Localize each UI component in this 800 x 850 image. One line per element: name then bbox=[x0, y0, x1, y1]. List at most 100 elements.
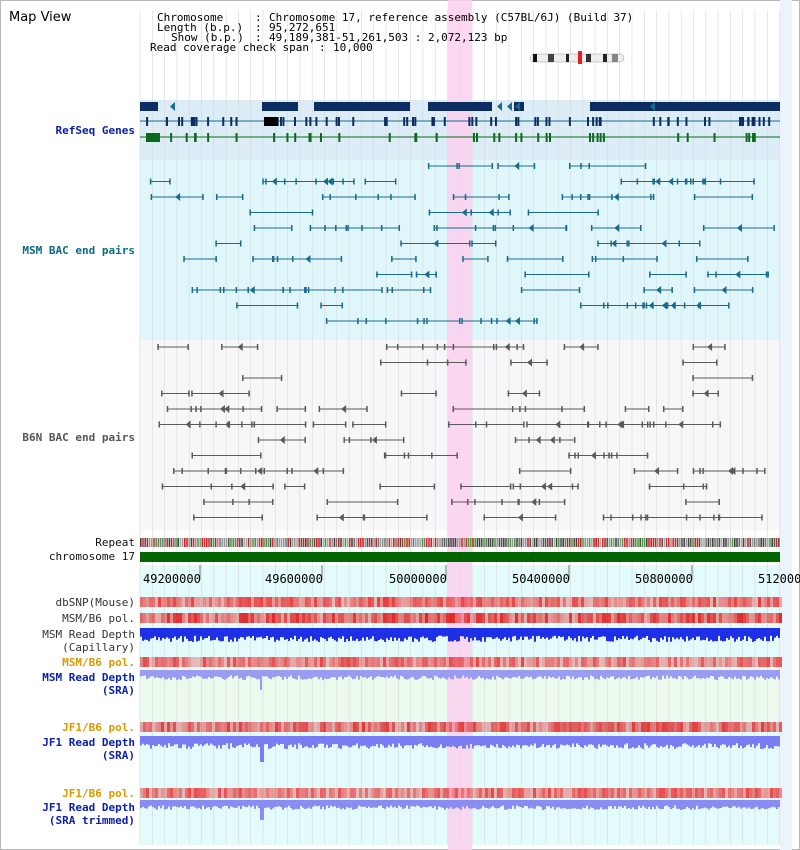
jf1-sra-depth-bar bbox=[354, 736, 356, 746]
msm-b6-pol-strip bbox=[533, 613, 536, 623]
jf1-b6-pol-strip bbox=[563, 788, 566, 798]
msm-sra-depth-bar bbox=[572, 670, 574, 677]
msm-capillary-depth-bar bbox=[378, 628, 380, 640]
msm-capillary-depth-bar bbox=[730, 628, 732, 637]
jf1-trimmed-depth-bar bbox=[446, 800, 448, 808]
jf1-trimmed-depth-bar bbox=[380, 800, 382, 806]
dbsnp-strip bbox=[752, 597, 755, 607]
jf1-trimmed-depth-bar bbox=[576, 800, 578, 810]
strand-arrow bbox=[170, 102, 175, 111]
msm-b6-pol-strip bbox=[341, 657, 344, 667]
repeat-element bbox=[714, 538, 716, 547]
msm-sra-depth-bar bbox=[650, 670, 652, 680]
jf1-trimmed-depth-bar bbox=[238, 800, 240, 806]
jf1-b6-pol-strip bbox=[263, 722, 266, 732]
msm-capillary-depth-bar bbox=[262, 628, 264, 639]
repeat-element bbox=[382, 538, 384, 547]
jf1-b6-pol-strip bbox=[296, 722, 299, 732]
msm-b6-pol-strip bbox=[665, 657, 668, 667]
jf1-trimmed-depth-bar bbox=[728, 800, 730, 808]
repeat-element bbox=[687, 538, 690, 547]
msm-sra-depth-bar bbox=[172, 670, 174, 678]
jf1-b6-pol-strip bbox=[383, 788, 386, 798]
msm-bac-arrow bbox=[175, 193, 181, 201]
msm-b6-pol-strip bbox=[743, 613, 746, 623]
jf1-trimmed-depth-bar bbox=[442, 800, 444, 808]
jf1-trimmed-depth-bar bbox=[748, 800, 750, 808]
jf1-b6-pol-strip bbox=[365, 722, 368, 732]
jf1-b6-pol-strip bbox=[608, 722, 611, 732]
jf1-sra-depth-bar bbox=[662, 736, 664, 748]
msm-capillary-depth-bar bbox=[742, 628, 744, 640]
msm-b6-pol-strip bbox=[278, 657, 281, 667]
msm-sra-depth-bar bbox=[630, 670, 632, 680]
b6n-bac-end bbox=[402, 437, 405, 443]
msm-bac-end bbox=[643, 287, 645, 293]
dbsnp-strip bbox=[728, 597, 731, 607]
msm-b6-pol-strip bbox=[287, 657, 290, 667]
jf1-trimmed-depth-bar bbox=[318, 800, 320, 806]
msm-capillary-depth-bar bbox=[642, 628, 644, 638]
b6n-bac-end bbox=[485, 421, 488, 428]
msm-bac-end bbox=[315, 178, 317, 185]
jf1-trimmed-depth-bar bbox=[426, 800, 428, 808]
jf1-b6-pol-strip bbox=[686, 722, 689, 732]
jf1-sra-depth-bar bbox=[454, 736, 456, 747]
repeat-element bbox=[393, 538, 395, 547]
jf1-sra-depth-bar bbox=[522, 736, 524, 746]
repeat-element bbox=[742, 538, 745, 547]
repeat-element bbox=[243, 538, 245, 547]
jf1-b6-pol-strip bbox=[473, 722, 476, 732]
jf1-b6-pol-strip bbox=[500, 788, 503, 798]
msm-capillary-depth-bar bbox=[538, 628, 540, 636]
dbsnp-strip bbox=[734, 597, 737, 607]
jf1-trimmed-depth-bar bbox=[208, 800, 210, 808]
msm-b6-pol-strip bbox=[422, 657, 425, 667]
msm-capillary-depth-bar bbox=[638, 628, 640, 641]
msm-sra-depth-bar bbox=[162, 670, 164, 678]
jf1-b6-pol-strip bbox=[527, 722, 530, 732]
jf1-b6-pol-strip bbox=[551, 788, 554, 798]
jf1-b6-pol-strip bbox=[476, 722, 479, 732]
msm-capillary-depth-bar bbox=[240, 628, 242, 638]
b6n-bac-end bbox=[199, 421, 201, 428]
msm-b6-pol-strip bbox=[770, 657, 773, 667]
msm-b6-pol-strip bbox=[641, 613, 644, 623]
jf1-trimmed-depth-bar bbox=[528, 800, 530, 809]
dbsnp-strip bbox=[143, 597, 146, 607]
jf1-b6-pol-strip bbox=[353, 722, 356, 732]
jf1-trimmed-depth-bar bbox=[566, 800, 568, 810]
msm-sra-depth-bar bbox=[670, 670, 672, 677]
msm-capillary-depth-bar bbox=[312, 628, 314, 641]
msm-sra-depth-bar bbox=[708, 670, 710, 679]
msm-bac-end bbox=[707, 271, 709, 278]
msm-capillary-depth-bar bbox=[624, 628, 626, 639]
jf1-sra-depth-bar bbox=[340, 736, 342, 749]
repeat-element bbox=[353, 538, 355, 547]
jf1-b6-pol-strip bbox=[275, 722, 278, 732]
jf1-trimmed-depth-bar bbox=[462, 800, 464, 807]
jf1-sra-depth-bar bbox=[642, 736, 644, 749]
jf1-b6-pol-strip bbox=[719, 722, 722, 732]
repeat-element bbox=[566, 538, 569, 547]
msm-bac-end bbox=[533, 163, 536, 169]
jf1-b6-pol-strip bbox=[668, 722, 671, 732]
jf1-sra-depth-bar bbox=[752, 736, 754, 745]
jf1-sra-depth-bar bbox=[166, 736, 168, 748]
repeat-element bbox=[300, 538, 303, 547]
msm-bac-end bbox=[610, 240, 612, 247]
msm-capillary-depth-bar bbox=[190, 628, 192, 641]
msm-capillary-depth-bar bbox=[196, 628, 198, 642]
msm-sra-depth-bar bbox=[762, 670, 764, 678]
jf1-b6-pol-strip bbox=[698, 722, 701, 732]
b6n-bac-end bbox=[563, 499, 566, 505]
msm-sra-depth-bar bbox=[596, 670, 598, 679]
msm-sra-depth-bar bbox=[334, 670, 336, 678]
jf1-b6-pol-strip bbox=[293, 722, 296, 732]
b6n-bac-end bbox=[161, 483, 164, 490]
b6n-bac-end bbox=[248, 499, 250, 505]
msm-sra-depth-bar bbox=[210, 670, 212, 679]
msm-b6-pol-strip bbox=[488, 613, 491, 623]
jf1-trimmed-depth-bar bbox=[638, 800, 640, 806]
